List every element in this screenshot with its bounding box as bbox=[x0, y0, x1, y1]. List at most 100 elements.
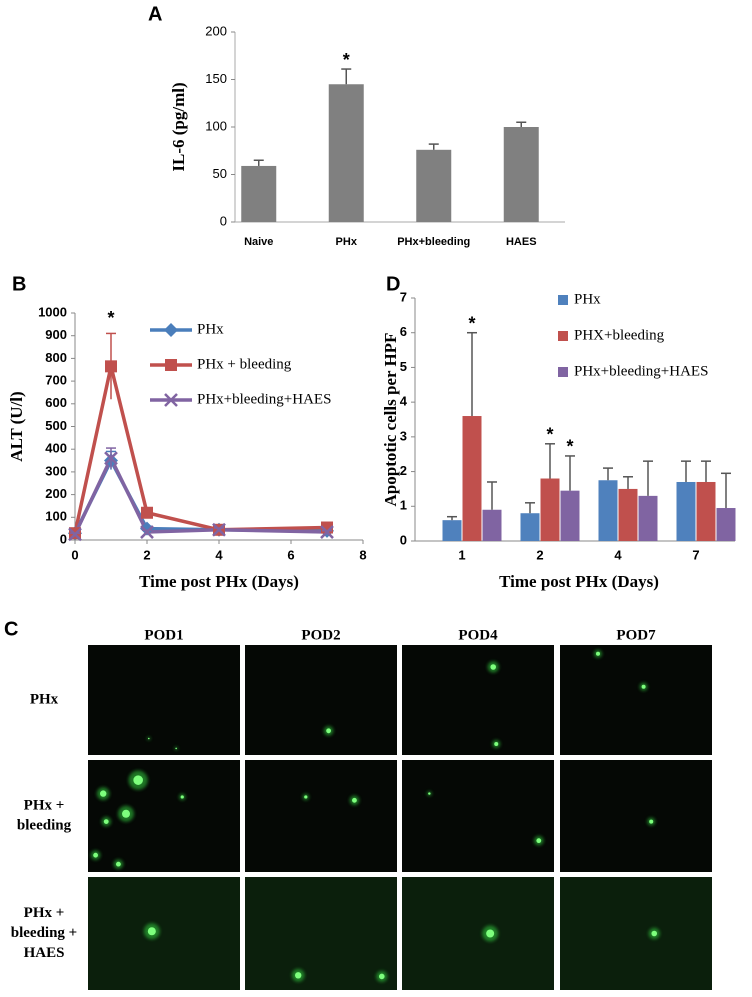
marker bbox=[165, 359, 177, 371]
cell bbox=[103, 819, 109, 824]
cell bbox=[148, 737, 150, 740]
cell bbox=[326, 728, 331, 734]
panel-label: D bbox=[386, 273, 400, 295]
bar bbox=[482, 509, 502, 541]
bar bbox=[416, 149, 452, 222]
y-tick-label: 100 bbox=[45, 509, 67, 524]
series-line bbox=[73, 458, 328, 534]
x-tick-label: 8 bbox=[359, 547, 366, 562]
bar bbox=[696, 481, 716, 541]
micrograph bbox=[560, 760, 712, 872]
y-tick-label: 2 bbox=[400, 463, 407, 478]
panel-label: B bbox=[12, 273, 26, 295]
x-tick-label: 2 bbox=[536, 547, 543, 562]
micrograph bbox=[245, 877, 397, 990]
significance-star: * bbox=[468, 313, 475, 333]
cell bbox=[122, 809, 130, 818]
x-tick-label: 1 bbox=[458, 547, 465, 562]
micrograph bbox=[402, 645, 554, 755]
column-header: POD7 bbox=[616, 627, 656, 643]
x-tick-label: 6 bbox=[287, 547, 294, 562]
cell bbox=[649, 819, 654, 824]
row-label: PHx + bbox=[24, 905, 65, 921]
row-label: PHx + bbox=[24, 797, 65, 813]
cell bbox=[536, 838, 542, 844]
cell bbox=[428, 792, 431, 795]
y-tick-label: 1000 bbox=[38, 304, 67, 319]
marker bbox=[164, 393, 178, 407]
marker bbox=[68, 527, 82, 542]
legend-label: PHx bbox=[574, 291, 601, 307]
legend-swatch bbox=[558, 295, 568, 305]
legend-label: PHx bbox=[197, 321, 224, 337]
y-tick-label: 50 bbox=[213, 166, 227, 181]
bar bbox=[503, 127, 539, 222]
cell bbox=[641, 684, 646, 689]
significance-star: * bbox=[107, 308, 114, 328]
x-tick-label: 4 bbox=[614, 547, 622, 562]
y-tick-label: 1 bbox=[400, 498, 407, 513]
marker bbox=[140, 525, 154, 539]
micrograph bbox=[560, 877, 712, 990]
bar bbox=[442, 520, 462, 541]
y-axis-label: ALT (U/l) bbox=[7, 391, 26, 461]
y-axis-label: Apoptotic cells per HPF bbox=[381, 333, 400, 507]
marker bbox=[105, 360, 117, 373]
marker bbox=[140, 521, 154, 536]
bar bbox=[618, 488, 638, 541]
panel-label: C bbox=[4, 618, 18, 640]
marker bbox=[104, 451, 118, 466]
y-tick-label: 0 bbox=[60, 531, 67, 546]
micrograph bbox=[560, 645, 712, 755]
y-tick-label: 700 bbox=[45, 373, 67, 388]
y-tick-label: 100 bbox=[205, 118, 227, 133]
series-line bbox=[73, 456, 328, 536]
y-tick-label: 6 bbox=[400, 324, 407, 339]
legend-label: PHx + bleeding bbox=[197, 356, 292, 372]
y-tick-label: 5 bbox=[400, 359, 407, 374]
row-label: bleeding bbox=[17, 817, 72, 833]
y-tick-label: 0 bbox=[220, 213, 227, 228]
cell bbox=[651, 930, 658, 937]
cell bbox=[304, 795, 308, 799]
x-tick-label: PHx+bleeding bbox=[397, 236, 470, 248]
y-tick-label: 200 bbox=[205, 23, 227, 38]
cell bbox=[379, 973, 385, 980]
row-label: PHx bbox=[30, 691, 59, 707]
micrograph bbox=[402, 760, 554, 872]
y-tick-label: 500 bbox=[45, 418, 67, 433]
micrograph bbox=[245, 760, 397, 872]
significance-star: * bbox=[546, 425, 553, 445]
marker bbox=[320, 525, 334, 539]
column-header: POD2 bbox=[301, 627, 340, 643]
cell bbox=[180, 795, 184, 799]
cell bbox=[147, 927, 156, 936]
y-tick-label: 3 bbox=[400, 428, 407, 443]
bar bbox=[676, 481, 696, 541]
cell bbox=[486, 929, 495, 938]
x-tick-label: 2 bbox=[143, 547, 150, 562]
bar bbox=[540, 478, 560, 541]
bar bbox=[328, 84, 364, 222]
cell bbox=[352, 797, 357, 803]
cell bbox=[116, 861, 121, 867]
bar bbox=[716, 508, 736, 541]
cell bbox=[295, 972, 302, 979]
x-tick-label: PHx bbox=[336, 236, 358, 248]
panel-label: A bbox=[148, 3, 162, 25]
marker bbox=[141, 506, 153, 519]
bar bbox=[241, 165, 277, 222]
y-tick-label: 150 bbox=[205, 71, 227, 86]
row-label: bleeding + bbox=[11, 925, 77, 941]
legend-label: PHX+bleeding bbox=[574, 327, 665, 343]
bar bbox=[560, 490, 580, 541]
significance-star: * bbox=[343, 50, 350, 70]
row-label: HAES bbox=[24, 945, 65, 961]
y-tick-label: 400 bbox=[45, 441, 67, 456]
y-tick-label: 800 bbox=[45, 350, 67, 365]
x-tick-label: 0 bbox=[71, 547, 78, 562]
marker bbox=[164, 323, 178, 337]
micrograph bbox=[402, 877, 554, 990]
bar bbox=[638, 495, 658, 541]
